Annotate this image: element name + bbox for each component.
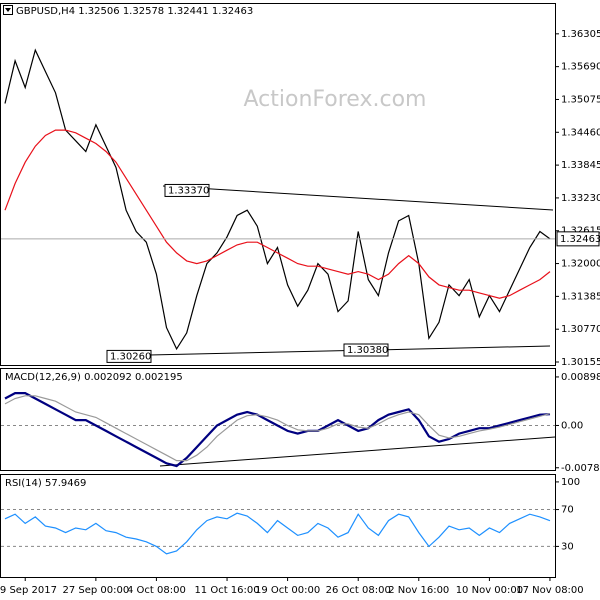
current-price-label: 1.32463 bbox=[560, 234, 600, 245]
rsi-panel bbox=[0, 474, 556, 578]
annotation-box bbox=[343, 343, 389, 357]
low: 1.32441 bbox=[167, 6, 208, 17]
y-tick-label: 1.32615 bbox=[561, 226, 600, 237]
annotation-label: 1.30260 bbox=[110, 351, 151, 362]
y-tick-label: 1.34460 bbox=[561, 127, 600, 138]
watermark: ActionForex.com bbox=[244, 87, 427, 112]
x-tick-label: 2 Nov 16:00 bbox=[388, 585, 449, 596]
price-panel bbox=[0, 3, 556, 366]
price-header: GBPUSD,H4 1.32506 1.32578 1.32441 1.3246… bbox=[16, 6, 253, 17]
annotation-label: 1.30380 bbox=[347, 345, 388, 356]
menu-arrow bbox=[5, 8, 11, 12]
y-tick-label: 100 bbox=[561, 477, 580, 488]
y-tick-label: 0.008989 bbox=[561, 372, 600, 383]
macd-value: 0.002092 bbox=[84, 372, 132, 383]
series-line bbox=[4, 392, 551, 468]
y-tick-label: -0.007837 bbox=[561, 463, 600, 474]
x-tick-label: 4 Oct 08:00 bbox=[127, 585, 186, 596]
series-line bbox=[4, 48, 551, 351]
x-tick-label: 17 Nov 08:00 bbox=[516, 585, 583, 596]
trendline bbox=[159, 436, 556, 467]
y-tick-label: 1.30770 bbox=[561, 324, 600, 335]
y-tick-label: 1.32000 bbox=[561, 259, 600, 270]
x-tick-label: 10 Nov 00:00 bbox=[456, 585, 523, 596]
signal-value: 0.002195 bbox=[135, 372, 183, 383]
y-tick-label: 1.30155 bbox=[561, 357, 600, 368]
y-tick-label: 1.35690 bbox=[561, 62, 600, 73]
high: 1.32578 bbox=[123, 6, 164, 17]
y-tick-label: 1.36305 bbox=[561, 29, 600, 40]
y-tick-label: 1.31385 bbox=[561, 291, 600, 302]
y-tick-label: 30 bbox=[561, 541, 574, 552]
y-tick-label: 1.33845 bbox=[561, 160, 600, 171]
symbol: GBPUSD,H4 bbox=[16, 6, 75, 17]
indicator-name: MACD(12,26,9) bbox=[5, 372, 81, 383]
current-price-box bbox=[556, 231, 600, 247]
x-tick-label: 19 Oct 00:00 bbox=[255, 585, 320, 596]
x-tick-label: 11 Oct 16:00 bbox=[194, 585, 259, 596]
y-tick-label: 1.35075 bbox=[561, 94, 600, 105]
trendline bbox=[106, 345, 551, 357]
annotation-label: 1.33370 bbox=[168, 185, 209, 196]
macd-header: MACD(12,26,9) 0.002092 0.002195 bbox=[5, 372, 183, 383]
rsi-header: RSI(14) 57.9469 bbox=[5, 478, 86, 489]
trendline bbox=[162, 185, 554, 211]
annotation-box bbox=[106, 349, 152, 363]
series-line bbox=[4, 395, 551, 462]
series-line bbox=[4, 512, 551, 555]
macd-panel bbox=[0, 368, 556, 471]
y-tick-label: 0.00 bbox=[561, 420, 583, 431]
y-tick-label: 70 bbox=[561, 505, 574, 516]
annotation-box bbox=[164, 183, 210, 197]
series-line bbox=[4, 129, 551, 299]
x-tick-label: 26 Oct 08:00 bbox=[326, 585, 391, 596]
x-tick-label: 27 Sep 00:00 bbox=[62, 585, 129, 596]
y-tick-label: 1.33230 bbox=[561, 193, 600, 204]
indicator-name: RSI(14) bbox=[5, 478, 42, 489]
rsi-value: 57.9469 bbox=[45, 478, 86, 489]
x-tick-label: 19 Sep 2017 bbox=[0, 585, 57, 596]
open: 1.32506 bbox=[78, 6, 119, 17]
close: 1.32463 bbox=[212, 6, 253, 17]
